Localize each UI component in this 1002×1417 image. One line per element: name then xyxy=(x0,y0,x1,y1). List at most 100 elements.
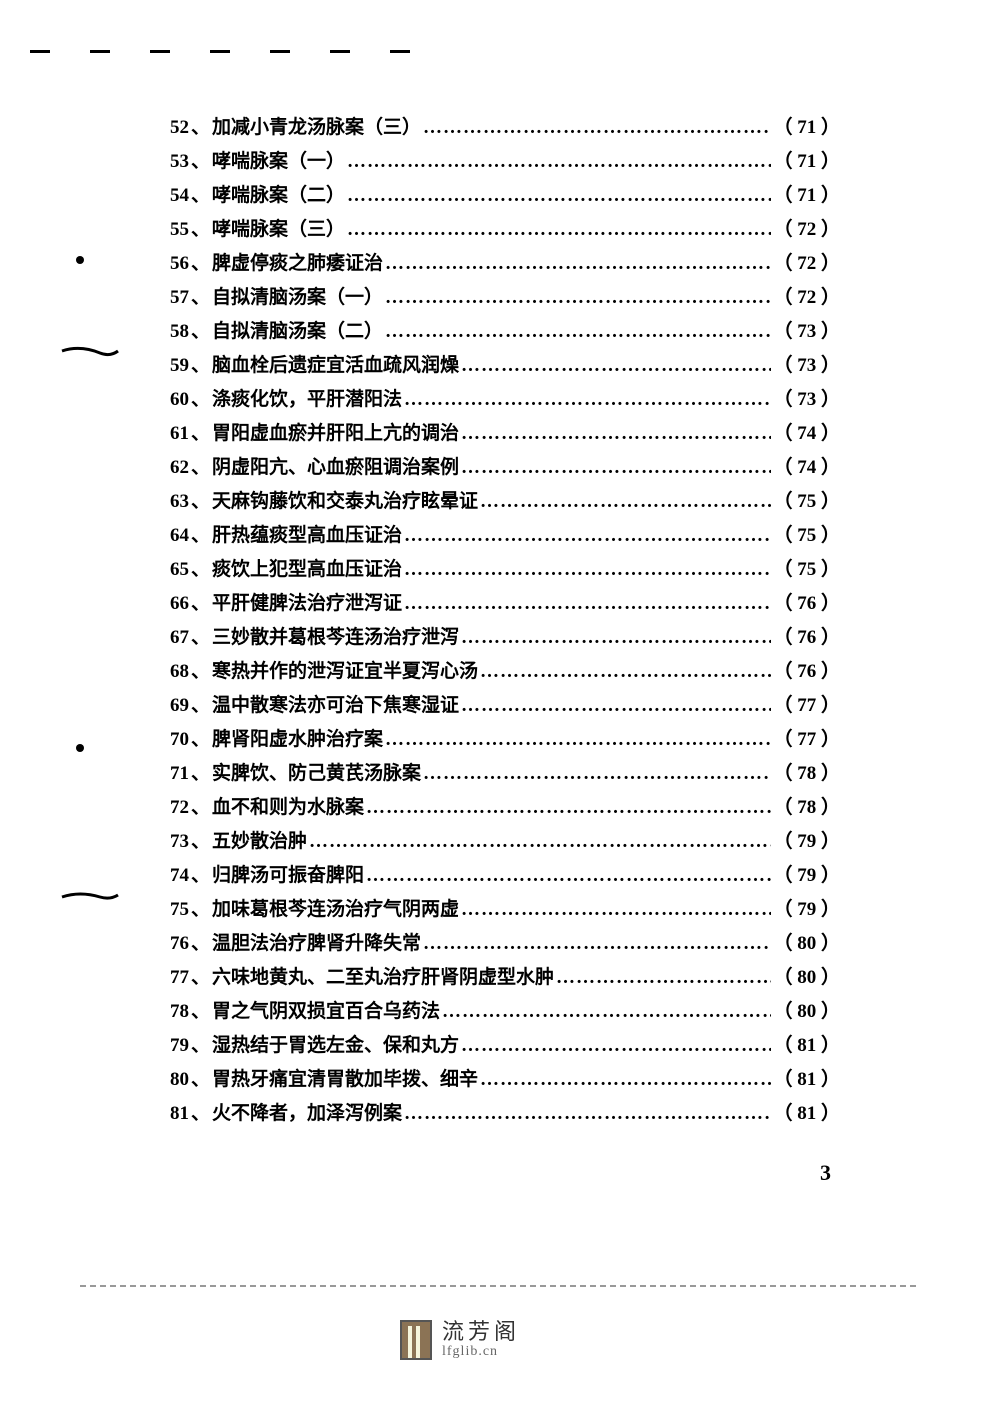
toc-line: 62、阴虚阳亢、心血瘀阻调治案例………………………………………………………………… xyxy=(170,452,840,486)
toc-num: 78 xyxy=(170,1001,189,1023)
toc-num: 57 xyxy=(170,287,189,309)
toc-title: 五妙散治肿 xyxy=(212,826,307,853)
toc-dot-leader: …………………………………………………………………………………………………………… xyxy=(404,525,771,547)
toc-page-ref: （ 79 ） xyxy=(773,894,840,921)
toc-line: 70、脾肾阳虚水肿治疗案…………………………………………………………………………… xyxy=(170,724,840,758)
toc-line: 74、归脾汤可振奋脾阳……………………………………………………………………………… xyxy=(170,860,840,894)
toc-dot-leader: …………………………………………………………………………………………………………… xyxy=(385,729,771,751)
toc-separator: 、 xyxy=(191,826,210,853)
toc-page-ref: （ 75 ） xyxy=(773,486,840,513)
toc-title: 痰饮上犯型高血压证治 xyxy=(212,554,402,581)
toc-title: 加减小青龙汤脉案（三） xyxy=(212,112,421,139)
toc-title: 六味地黄丸、二至丸治疗肝肾阴虚型水肿 xyxy=(212,962,554,989)
toc-page-ref: （ 74 ） xyxy=(773,452,840,479)
footer-brand-en: lfglib.cn xyxy=(442,1344,520,1359)
toc-container: 52、加减小青龙汤脉案（三）……………………………………………………………………… xyxy=(170,112,840,1132)
toc-dot-leader: …………………………………………………………………………………………………………… xyxy=(385,321,771,343)
toc-page-ref: （ 71 ） xyxy=(773,112,840,139)
toc-num: 72 xyxy=(170,797,189,819)
scan-dot-1 xyxy=(76,256,84,264)
toc-num: 61 xyxy=(170,423,189,445)
toc-dot-leader: …………………………………………………………………………………………………………… xyxy=(366,797,771,819)
toc-num: 62 xyxy=(170,457,189,479)
footer-divider xyxy=(80,1285,920,1287)
toc-separator: 、 xyxy=(191,520,210,547)
toc-line: 53、哮喘脉案（一）………………………………………………………………………………… xyxy=(170,146,840,180)
toc-dot-leader: …………………………………………………………………………………………………………… xyxy=(480,661,771,683)
toc-page-ref: （ 77 ） xyxy=(773,690,840,717)
toc-num: 71 xyxy=(170,763,189,785)
toc-separator: 、 xyxy=(191,690,210,717)
toc-separator: 、 xyxy=(191,1030,210,1057)
toc-dot-leader: …………………………………………………………………………………………………………… xyxy=(423,117,771,139)
toc-num: 80 xyxy=(170,1069,189,1091)
toc-dot-leader: …………………………………………………………………………………………………………… xyxy=(480,491,771,513)
toc-num: 66 xyxy=(170,593,189,615)
toc-page-ref: （ 81 ） xyxy=(773,1030,840,1057)
toc-title: 脑血栓后遗症宜活血疏风润燥 xyxy=(212,350,459,377)
footer-text: 流芳阁 lfglib.cn xyxy=(442,1320,520,1360)
toc-page-ref: （ 79 ） xyxy=(773,826,840,853)
scan-swoosh-2 xyxy=(60,887,120,907)
toc-separator: 、 xyxy=(191,282,210,309)
toc-title: 天麻钩藤饮和交泰丸治疗眩晕证 xyxy=(212,486,478,513)
toc-title: 胃之气阴双损宜百合乌药法 xyxy=(212,996,440,1023)
toc-title: 寒热并作的泄泻证宜半夏泻心汤 xyxy=(212,656,478,683)
toc-page-ref: （ 75 ） xyxy=(773,520,840,547)
toc-page-ref: （ 76 ） xyxy=(773,622,840,649)
toc-separator: 、 xyxy=(191,248,210,275)
toc-line: 76、温胆法治疗脾肾升降失常……………………………………………………………………… xyxy=(170,928,840,962)
toc-dot-leader: …………………………………………………………………………………………………………… xyxy=(404,593,771,615)
toc-separator: 、 xyxy=(191,724,210,751)
toc-dot-leader: …………………………………………………………………………………………………………… xyxy=(423,763,771,785)
toc-dot-leader: …………………………………………………………………………………………………………… xyxy=(556,967,771,989)
toc-separator: 、 xyxy=(191,894,210,921)
toc-line: 78、胃之气阴双损宜百合乌药法…………………………………………………………………… xyxy=(170,996,840,1030)
toc-page-ref: （ 78 ） xyxy=(773,792,840,819)
toc-separator: 、 xyxy=(191,214,210,241)
toc-title: 温胆法治疗脾肾升降失常 xyxy=(212,928,421,955)
toc-dot-leader: …………………………………………………………………………………………………………… xyxy=(480,1069,771,1091)
toc-line: 65、痰饮上犯型高血压证治………………………………………………………………………… xyxy=(170,554,840,588)
toc-title: 自拟清脑汤案（一） xyxy=(212,282,383,309)
toc-num: 70 xyxy=(170,729,189,751)
toc-title: 自拟清脑汤案（二） xyxy=(212,316,383,343)
toc-separator: 、 xyxy=(191,1064,210,1091)
footer-logo-icon xyxy=(400,1320,432,1360)
page-number: 3 xyxy=(820,1160,831,1186)
toc-num: 76 xyxy=(170,933,189,955)
toc-dot-leader: …………………………………………………………………………………………………………… xyxy=(461,695,771,717)
toc-separator: 、 xyxy=(191,554,210,581)
toc-line: 72、血不和则为水脉案……………………………………………………………………………… xyxy=(170,792,840,826)
toc-num: 53 xyxy=(170,151,189,173)
toc-num: 54 xyxy=(170,185,189,207)
toc-dot-leader: …………………………………………………………………………………………………………… xyxy=(423,933,771,955)
toc-line: 79、湿热结于胃选左金、保和丸方………………………………………………………………… xyxy=(170,1030,840,1064)
toc-num: 73 xyxy=(170,831,189,853)
toc-line: 77、六味地黄丸、二至丸治疗肝肾阴虚型水肿…………………………………………………… xyxy=(170,962,840,996)
toc-page-ref: （ 74 ） xyxy=(773,418,840,445)
toc-separator: 、 xyxy=(191,758,210,785)
toc-line: 59、脑血栓后遗症宜活血疏风润燥………………………………………………………………… xyxy=(170,350,840,384)
toc-separator: 、 xyxy=(191,452,210,479)
toc-num: 81 xyxy=(170,1103,189,1125)
toc-dot-leader: …………………………………………………………………………………………………………… xyxy=(442,1001,771,1023)
toc-separator: 、 xyxy=(191,418,210,445)
toc-page-ref: （ 81 ） xyxy=(773,1098,840,1125)
toc-separator: 、 xyxy=(191,928,210,955)
footer-logo: 流芳阁 lfglib.cn xyxy=(400,1320,520,1360)
footer-brand-cn: 流芳阁 xyxy=(442,1320,520,1344)
toc-separator: 、 xyxy=(191,588,210,615)
toc-line: 75、加味葛根芩连汤治疗气阴两虚………………………………………………………………… xyxy=(170,894,840,928)
toc-num: 69 xyxy=(170,695,189,717)
toc-title: 哮喘脉案（二） xyxy=(212,180,345,207)
toc-title: 血不和则为水脉案 xyxy=(212,792,364,819)
toc-num: 67 xyxy=(170,627,189,649)
toc-num: 63 xyxy=(170,491,189,513)
toc-dot-leader: …………………………………………………………………………………………………………… xyxy=(461,423,771,445)
toc-separator: 、 xyxy=(191,486,210,513)
toc-page-ref: （ 73 ） xyxy=(773,384,840,411)
toc-num: 65 xyxy=(170,559,189,581)
toc-dot-leader: …………………………………………………………………………………………………………… xyxy=(347,185,771,207)
toc-title: 加味葛根芩连汤治疗气阴两虚 xyxy=(212,894,459,921)
